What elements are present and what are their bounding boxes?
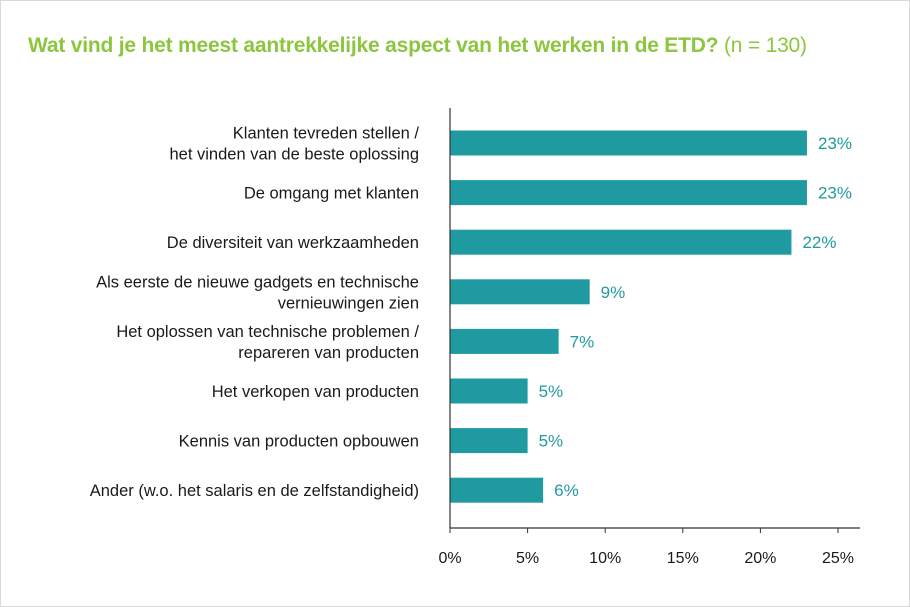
- value-label-1: 23%: [818, 134, 852, 153]
- category-label-line: Ander (w.o. het salaris en de zelfstandi…: [90, 482, 419, 500]
- category-label-line: Klanten tevreden stellen /: [233, 125, 420, 143]
- value-label-8: 6%: [554, 481, 579, 500]
- value-label-3: 22%: [802, 233, 836, 252]
- value-label-7: 5%: [539, 432, 564, 451]
- category-label-line: Het verkopen van producten: [212, 383, 419, 401]
- category-label-line: De diversiteit van werkzaamheden: [167, 234, 419, 252]
- value-label-2: 23%: [818, 184, 852, 203]
- x-tick-label-2: 5%: [516, 550, 539, 567]
- x-tick-label-4: 15%: [667, 550, 699, 567]
- chart-title-main: Wat vind je het meest aantrekkelijke asp…: [28, 34, 719, 57]
- bar-6: [450, 378, 528, 404]
- category-label-line: het vinden van de beste oplossing: [169, 146, 419, 164]
- bar-7: [450, 428, 528, 454]
- category-label-1: Klanten tevreden stellen / het vinden van…: [169, 125, 419, 164]
- value-label-6: 5%: [539, 382, 564, 401]
- category-label-5: Het oplossen van technische problemen / r…: [116, 323, 419, 362]
- chart-title: Wat vind je het meest aantrekkelijke asp…: [28, 34, 807, 58]
- x-tick-label-1: 0%: [438, 550, 461, 567]
- category-label-8: Ander (w.o. het salaris en de zelfstandi…: [90, 482, 419, 500]
- category-label-2: De omgang met klanten: [244, 185, 419, 203]
- value-label-5: 7%: [570, 332, 595, 351]
- bar-5: [450, 328, 559, 354]
- category-label-line: repareren van producten: [238, 344, 419, 362]
- category-label-line: vernieuwingen zien: [278, 294, 419, 312]
- x-tick-label-5: 20%: [744, 550, 776, 567]
- x-tick-label-6: 25%: [822, 550, 854, 567]
- category-label-line: Als eerste de nieuwe gadgets en technisc…: [96, 273, 419, 291]
- bar-8: [450, 477, 544, 503]
- category-label-line: Het oplossen van technische problemen /: [116, 323, 419, 341]
- bar-4: [450, 279, 590, 305]
- category-label-7: Kennis van producten opbouwen: [179, 433, 419, 451]
- bar-2: [450, 180, 807, 206]
- bar-3: [450, 229, 792, 255]
- chart-subtitle: (n = 130): [723, 34, 807, 57]
- category-label-line: De omgang met klanten: [244, 185, 419, 203]
- value-label-4: 9%: [601, 283, 626, 302]
- category-label-6: Het verkopen van producten: [212, 383, 419, 401]
- category-label-line: Kennis van producten opbouwen: [179, 433, 419, 451]
- bar-1: [450, 130, 807, 156]
- category-label-3: De diversiteit van werkzaamheden: [167, 234, 419, 252]
- category-label-4: Als eerste de nieuwe gadgets en technisc…: [96, 273, 419, 312]
- x-tick-label-3: 10%: [589, 550, 621, 567]
